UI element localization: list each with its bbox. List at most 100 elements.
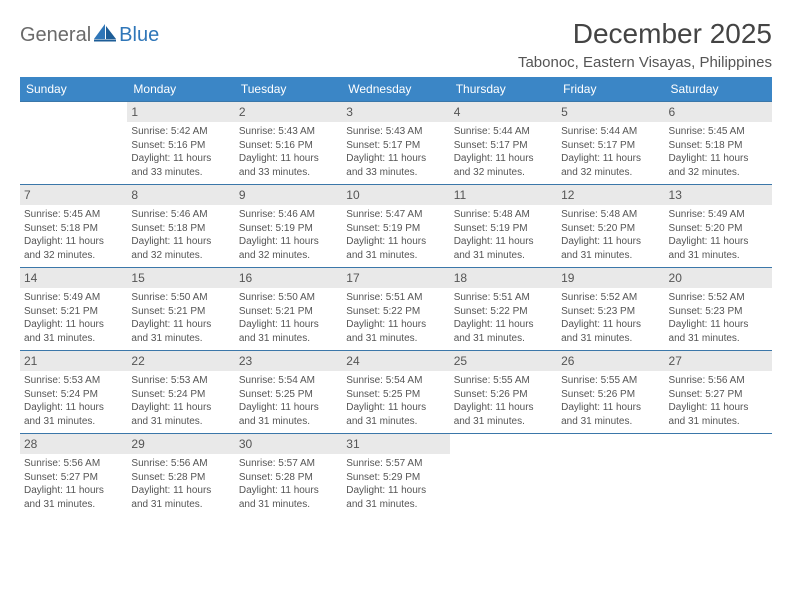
calendar-day: 6Sunrise: 5:45 AMSunset: 5:18 PMDaylight… (665, 102, 772, 184)
daylight-text: and 32 minutes. (561, 166, 660, 180)
calendar-day: 29Sunrise: 5:56 AMSunset: 5:28 PMDayligh… (127, 434, 234, 516)
calendar-day (557, 434, 664, 516)
daylight-text: and 32 minutes. (454, 166, 553, 180)
sunrise-text: Sunrise: 5:57 AM (346, 457, 445, 471)
sunset-text: Sunset: 5:21 PM (131, 305, 230, 319)
dow-monday: Monday (127, 77, 234, 101)
sunrise-text: Sunrise: 5:49 AM (669, 208, 768, 222)
daylight-text: Daylight: 11 hours (454, 152, 553, 166)
daylight-text: Daylight: 11 hours (131, 152, 230, 166)
sunset-text: Sunset: 5:18 PM (669, 139, 768, 153)
sunset-text: Sunset: 5:22 PM (346, 305, 445, 319)
calendar-day: 17Sunrise: 5:51 AMSunset: 5:22 PMDayligh… (342, 268, 449, 350)
sunset-text: Sunset: 5:21 PM (24, 305, 123, 319)
daylight-text: and 31 minutes. (239, 332, 338, 346)
daylight-text: and 31 minutes. (239, 415, 338, 429)
daylight-text: Daylight: 11 hours (561, 318, 660, 332)
day-number: 24 (342, 351, 449, 371)
daylight-text: Daylight: 11 hours (131, 401, 230, 415)
sunset-text: Sunset: 5:17 PM (454, 139, 553, 153)
sunrise-text: Sunrise: 5:56 AM (669, 374, 768, 388)
day-number: 10 (342, 185, 449, 205)
sunrise-text: Sunrise: 5:54 AM (239, 374, 338, 388)
daylight-text: Daylight: 11 hours (24, 318, 123, 332)
day-number: 13 (665, 185, 772, 205)
daylight-text: and 31 minutes. (346, 332, 445, 346)
sunset-text: Sunset: 5:16 PM (239, 139, 338, 153)
daylight-text: and 31 minutes. (561, 332, 660, 346)
calendar-day: 25Sunrise: 5:55 AMSunset: 5:26 PMDayligh… (450, 351, 557, 433)
day-number: 27 (665, 351, 772, 371)
daylight-text: Daylight: 11 hours (454, 318, 553, 332)
daylight-text: and 31 minutes. (346, 249, 445, 263)
daylight-text: Daylight: 11 hours (239, 152, 338, 166)
daylight-text: and 32 minutes. (239, 249, 338, 263)
sunrise-text: Sunrise: 5:51 AM (346, 291, 445, 305)
sunrise-text: Sunrise: 5:45 AM (24, 208, 123, 222)
sunrise-text: Sunrise: 5:46 AM (239, 208, 338, 222)
calendar-day: 16Sunrise: 5:50 AMSunset: 5:21 PMDayligh… (235, 268, 342, 350)
calendar-day (450, 434, 557, 516)
day-number: 4 (450, 102, 557, 122)
sunset-text: Sunset: 5:28 PM (239, 471, 338, 485)
calendar-day: 31Sunrise: 5:57 AMSunset: 5:29 PMDayligh… (342, 434, 449, 516)
daylight-text: Daylight: 11 hours (561, 235, 660, 249)
calendar-day: 20Sunrise: 5:52 AMSunset: 5:23 PMDayligh… (665, 268, 772, 350)
daylight-text: Daylight: 11 hours (239, 318, 338, 332)
calendar-day: 14Sunrise: 5:49 AMSunset: 5:21 PMDayligh… (20, 268, 127, 350)
calendar-day: 19Sunrise: 5:52 AMSunset: 5:23 PMDayligh… (557, 268, 664, 350)
dow-friday: Friday (557, 77, 664, 101)
daylight-text: and 31 minutes. (669, 332, 768, 346)
sunrise-text: Sunrise: 5:47 AM (346, 208, 445, 222)
daylight-text: and 31 minutes. (454, 249, 553, 263)
brand-logo: General Blue (20, 18, 159, 47)
sunrise-text: Sunrise: 5:53 AM (131, 374, 230, 388)
calendar-day: 7Sunrise: 5:45 AMSunset: 5:18 PMDaylight… (20, 185, 127, 267)
day-number: 26 (557, 351, 664, 371)
daylight-text: and 31 minutes. (561, 249, 660, 263)
sunset-text: Sunset: 5:22 PM (454, 305, 553, 319)
title-block: December 2025 Tabonoc, Eastern Visayas, … (518, 18, 772, 71)
day-number: 30 (235, 434, 342, 454)
daylight-text: Daylight: 11 hours (561, 401, 660, 415)
daylight-text: and 31 minutes. (239, 498, 338, 512)
sunrise-text: Sunrise: 5:43 AM (239, 125, 338, 139)
sunrise-text: Sunrise: 5:43 AM (346, 125, 445, 139)
day-number: 3 (342, 102, 449, 122)
calendar-day: 4 Sunrise: 5:44 AMSunset: 5:17 PMDaylight… (450, 102, 557, 184)
daylight-text: Daylight: 11 hours (454, 235, 553, 249)
calendar-day: 3Sunrise: 5:43 AMSunset: 5:17 PMDaylight… (342, 102, 449, 184)
day-number: 25 (450, 351, 557, 371)
sunrise-text: Sunrise: 5:51 AM (454, 291, 553, 305)
sunset-text: Sunset: 5:18 PM (24, 222, 123, 236)
daylight-text: Daylight: 11 hours (561, 152, 660, 166)
sunset-text: Sunset: 5:27 PM (24, 471, 123, 485)
daylight-text: Daylight: 11 hours (24, 401, 123, 415)
day-number: 8 (127, 185, 234, 205)
daylight-text: and 32 minutes. (131, 249, 230, 263)
sunrise-text: Sunrise: 5:55 AM (561, 374, 660, 388)
calendar-day: 12Sunrise: 5:48 AMSunset: 5:20 PMDayligh… (557, 185, 664, 267)
sunrise-text: Sunrise: 5:44 AM (454, 125, 553, 139)
sunset-text: Sunset: 5:24 PM (131, 388, 230, 402)
day-number: 2 (235, 102, 342, 122)
sunrise-text: Sunrise: 5:48 AM (561, 208, 660, 222)
sunrise-text: Sunrise: 5:52 AM (669, 291, 768, 305)
dow-saturday: Saturday (665, 77, 772, 101)
day-of-week-header: Sunday Monday Tuesday Wednesday Thursday… (20, 77, 772, 101)
dow-wednesday: Wednesday (342, 77, 449, 101)
sunset-text: Sunset: 5:20 PM (561, 222, 660, 236)
sunrise-text: Sunrise: 5:57 AM (239, 457, 338, 471)
calendar-week: 7 Sunrise: 5:45 AMSunset: 5:18 PM Daylight… (20, 184, 772, 267)
daylight-text: Daylight: 11 hours (131, 484, 230, 498)
daylight-text: and 31 minutes. (131, 332, 230, 346)
sunset-text: Sunset: 5:25 PM (239, 388, 338, 402)
sunrise-text: Sunrise: 5:45 AM (669, 125, 768, 139)
sunset-text: Sunset: 5:24 PM (24, 388, 123, 402)
day-number: 7 (20, 185, 127, 205)
calendar-day: 18Sunrise: 5:51 AMSunset: 5:22 PMDayligh… (450, 268, 557, 350)
brand-word-2: Blue (119, 24, 159, 47)
dow-thursday: Thursday (450, 77, 557, 101)
sunrise-text: Sunrise: 5:49 AM (24, 291, 123, 305)
calendar-day: 22Sunrise: 5:53 AMSunset: 5:24 PMDayligh… (127, 351, 234, 433)
